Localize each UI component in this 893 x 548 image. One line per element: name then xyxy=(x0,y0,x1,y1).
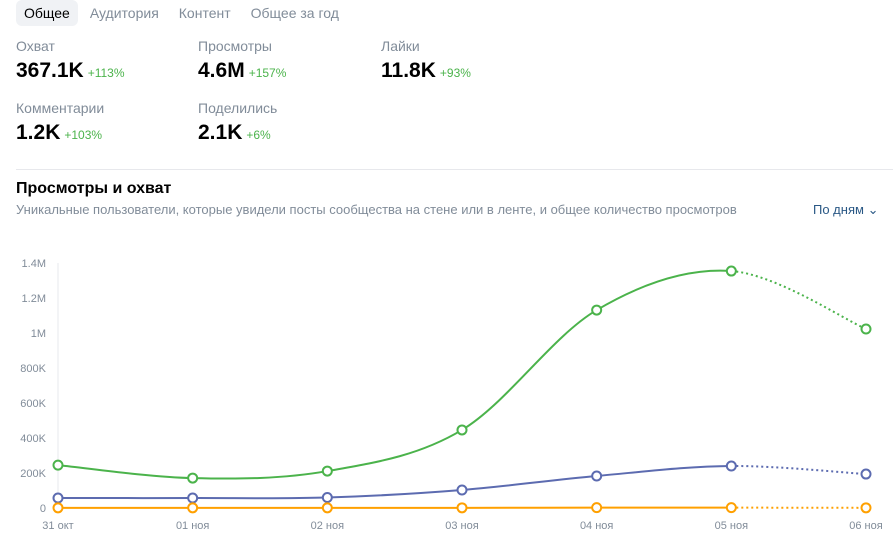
data-point xyxy=(52,502,64,514)
series-dashed-segment-1 xyxy=(731,464,867,476)
x-tick-label: 31 окт xyxy=(42,520,73,532)
metric-views: Просмотры 4.6M +157% xyxy=(198,38,286,83)
metric-label: Лайки xyxy=(381,38,420,54)
metric-value: 1.2K xyxy=(16,121,61,144)
data-point xyxy=(860,468,872,480)
x-tick-label: 01 ноя xyxy=(176,520,209,532)
tab-year[interactable]: Общее за год xyxy=(250,5,339,21)
data-point xyxy=(725,265,737,277)
data-point xyxy=(321,492,333,503)
y-tick-label: 0 xyxy=(40,503,46,515)
y-tick-label: 200K xyxy=(20,468,46,480)
chevron-down-icon: ⌄ xyxy=(867,202,879,217)
metric-value: 2.1K xyxy=(198,121,243,144)
tab-audience[interactable]: Аудитория xyxy=(89,5,159,21)
data-point xyxy=(52,459,64,471)
metric-comments: Комментарии 1.2K +103% xyxy=(16,100,104,145)
section-subtitle: Уникальные пользователи, которые увидели… xyxy=(16,202,737,217)
metric-delta: +157% xyxy=(248,66,287,80)
divider xyxy=(16,169,893,170)
data-point xyxy=(52,492,64,504)
metric-label: Комментарии xyxy=(16,100,105,116)
series-line-0 xyxy=(57,269,732,480)
data-point xyxy=(456,424,468,436)
metric-reach: Охват 367.1K +113% xyxy=(16,38,125,83)
tabs: Общее Аудитория Контент Общее за год xyxy=(16,0,347,26)
metric-delta: +6% xyxy=(246,128,271,142)
y-tick-label: 400K xyxy=(20,433,46,445)
metric-delta: +113% xyxy=(87,66,125,80)
data-point xyxy=(591,304,603,316)
data-point xyxy=(725,460,737,472)
x-tick-label: 06 ноя xyxy=(849,520,882,532)
y-tick-label: 1.4M xyxy=(22,258,46,270)
data-point xyxy=(860,502,872,514)
data-point xyxy=(725,502,737,514)
data-point xyxy=(187,502,199,514)
y-tick-label: 800K xyxy=(20,363,46,375)
metric-value: 4.6M xyxy=(198,59,245,82)
metric-delta: +93% xyxy=(439,66,471,80)
metric-label: Поделились xyxy=(198,100,278,116)
data-point xyxy=(591,502,603,514)
metric-value: 367.1K xyxy=(16,59,84,82)
data-point xyxy=(187,492,199,504)
metric-delta: +103% xyxy=(64,128,103,142)
metric-label: Просмотры xyxy=(198,38,272,54)
x-tick-label: 03 ноя xyxy=(445,520,478,532)
x-tick-label: 04 ноя xyxy=(580,520,613,532)
data-point xyxy=(860,323,872,335)
data-point xyxy=(187,472,199,484)
metric-likes: Лайки 11.8K +93% xyxy=(381,38,471,83)
y-tick-label: 600K xyxy=(20,398,46,410)
y-tick-label: 1.2M xyxy=(22,293,46,305)
data-point xyxy=(456,502,468,514)
y-tick-label: 1M xyxy=(31,328,46,340)
x-tick-label: 02 ноя xyxy=(311,520,344,532)
data-point xyxy=(591,470,603,482)
metric-value: 11.8K xyxy=(381,59,436,82)
series-line-1 xyxy=(57,465,732,500)
period-dropdown[interactable]: По дням ⌄ xyxy=(813,202,878,218)
data-point xyxy=(321,465,333,477)
x-tick-label: 05 ноя xyxy=(715,520,748,532)
series-dashed-segment-0 xyxy=(731,270,867,330)
metric-label: Охват xyxy=(16,38,55,54)
section-title: Просмотры и охват xyxy=(16,180,172,197)
tab-content[interactable]: Контент xyxy=(178,5,231,21)
data-point xyxy=(456,484,468,496)
tab-general[interactable]: Общее xyxy=(16,0,78,26)
metric-shares: Поделились 2.1K +6% xyxy=(198,100,277,145)
data-point xyxy=(321,502,333,514)
period-label: По дням xyxy=(813,202,864,217)
